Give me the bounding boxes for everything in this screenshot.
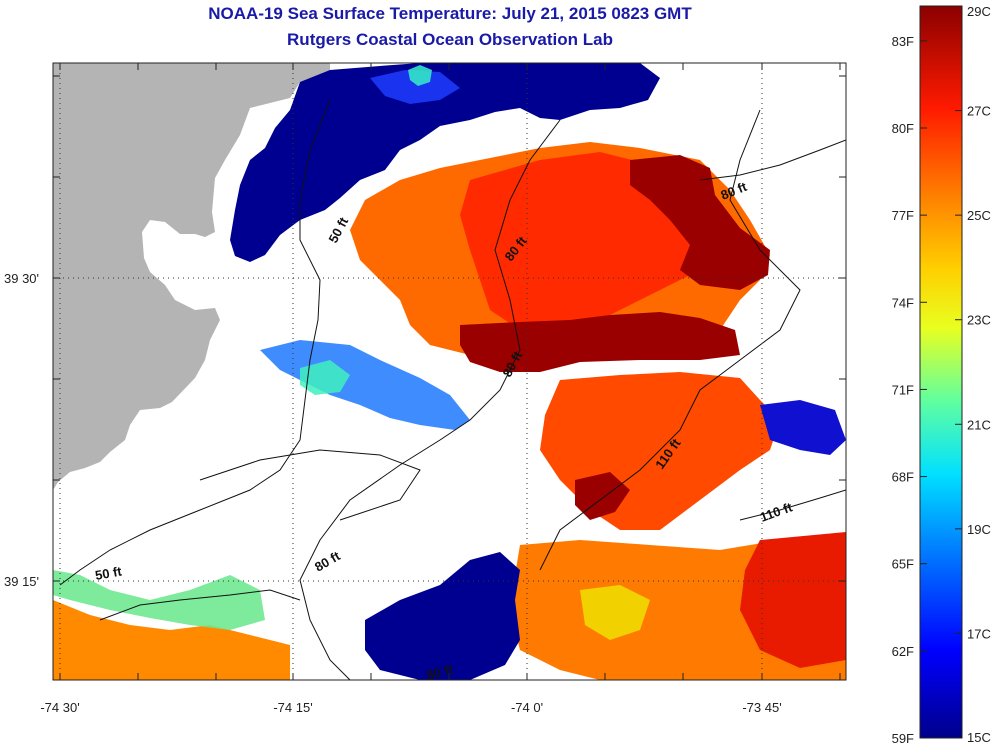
lon-label: -73 45' [742, 700, 781, 715]
lon-label: -74 30' [40, 700, 79, 715]
sst-blue-east [760, 400, 846, 455]
isobath-50ft [59, 99, 331, 586]
isobath-80ft-north [699, 139, 846, 181]
colorbar-celsius-label: 17C [967, 626, 991, 641]
colorbar-fahrenheit-label: 68F [892, 470, 914, 485]
colorbar-fahrenheit-label: 77F [892, 208, 914, 223]
colorbar-celsius-label: 15C [967, 730, 991, 745]
isobath-contour-sw [99, 589, 301, 621]
frame-ticks [53, 63, 846, 680]
sst-dark-red-band [460, 312, 740, 372]
map-subtitle: Rutgers Coastal Ocean Observation Lab [287, 30, 613, 49]
depth-label: 50 ft [94, 563, 124, 583]
sst-mixed-band [260, 340, 470, 430]
isobath-110ft-south [739, 489, 846, 521]
colorbar-fahrenheit-label: 83F [892, 34, 914, 49]
colorbar-fahrenheit-label: 71F [892, 382, 914, 397]
colorbar [919, 5, 963, 739]
isobath-110ft [539, 109, 801, 571]
depth-label: 80 ft [425, 661, 455, 683]
sst-cyan-patch-1 [408, 65, 432, 86]
colorbar-celsius-label: 27C [967, 104, 991, 119]
sst-blue-patch-1 [370, 70, 460, 104]
lat-label: 39 30' [4, 271, 39, 286]
colorbar-fahrenheit-label: 74F [892, 295, 914, 310]
sst-cold-south [365, 552, 520, 680]
colorbar-fahrenheit-label: 65F [892, 557, 914, 572]
sst-green-sw [53, 570, 265, 630]
isobath-contour-mid [199, 449, 421, 521]
colorbar-celsius-label: 19C [967, 522, 991, 537]
sst-red-south [740, 532, 846, 668]
colorbar-celsius-label: 25C [967, 208, 991, 223]
sst-yellow-south [580, 585, 650, 640]
sst-warm-sw [53, 600, 290, 680]
sst-cyan-patch-2 [300, 360, 350, 395]
lat-label: 39 15' [4, 574, 39, 589]
colorbar-fahrenheit-label: 62F [892, 644, 914, 659]
colorbar-celsius-label: 21C [967, 417, 991, 432]
colorbar-fahrenheit-label: 80F [892, 121, 914, 136]
sst-dark-red-ne [630, 155, 770, 290]
lon-label: -74 15' [273, 700, 312, 715]
colorbar-celsius-label: 23C [967, 313, 991, 328]
land-mass [53, 63, 330, 490]
graticule [53, 63, 846, 680]
sst-cold-nw [230, 63, 660, 262]
isobath-80ft [299, 119, 561, 680]
colorbar-fahrenheit-label: 59F [892, 731, 914, 746]
lon-label: -74 0' [511, 700, 543, 715]
map-title: NOAA-19 Sea Surface Temperature: July 21… [208, 4, 692, 23]
colorbar-celsius-label: 29C [967, 4, 991, 19]
